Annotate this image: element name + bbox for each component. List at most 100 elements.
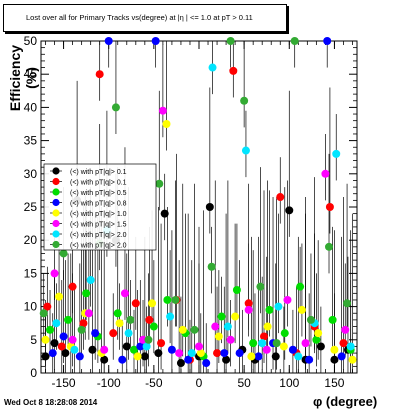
data-point-s5-3	[100, 345, 109, 354]
data-point-s1-18	[325, 203, 334, 211]
data-point-s0-11	[176, 359, 185, 368]
data-point-s2-17	[328, 315, 337, 324]
data-point-s2-16	[312, 335, 321, 344]
data-point-s7-9	[190, 325, 199, 334]
data-point-s2-4	[113, 309, 122, 318]
data-point-s7-10	[207, 262, 216, 271]
data-point-s3-0	[48, 349, 57, 358]
data-point-s3-13	[254, 352, 263, 361]
legend-marker	[52, 219, 60, 228]
data-point-s0-18	[285, 206, 294, 215]
data-point-s0-0	[41, 352, 50, 361]
data-point-s7-12	[240, 96, 249, 105]
data-point-s6-2	[86, 276, 95, 285]
data-point-s5-7	[175, 349, 184, 358]
data-point-s7-8	[171, 295, 180, 304]
data-point-s4-19	[348, 355, 357, 364]
data-point-s2-12	[249, 339, 258, 348]
legend-label: (<) with pT|q|> 1.5	[70, 222, 127, 229]
data-point-s7-4	[111, 103, 120, 112]
data-point-s1-6	[131, 299, 140, 308]
data-point-s3-6	[136, 342, 145, 351]
data-point-s7-6	[144, 335, 153, 344]
data-point-s3-17	[323, 37, 332, 45]
legend-marker	[52, 230, 60, 238]
data-point-s5-9	[211, 322, 220, 331]
data-point-s1-0	[43, 302, 52, 311]
data-point-s0-10	[160, 209, 169, 218]
data-point-s3-2	[75, 352, 84, 361]
data-point-s0-14	[222, 355, 231, 364]
legend-marker	[52, 240, 60, 249]
legend-marker	[52, 209, 60, 217]
data-point-s6-8	[208, 63, 217, 72]
data-point-s5-13	[283, 295, 292, 304]
y-axis-label: Efficiency (%)	[7, 44, 39, 112]
y-tick-label: 10	[24, 300, 38, 314]
chart-title: Lost over all for Primary Tracks vs(degr…	[26, 13, 253, 22]
data-point-s4-0	[41, 335, 50, 344]
data-point-s3-4	[104, 37, 113, 45]
data-point-s7-13	[256, 282, 265, 291]
data-point-s1-7	[145, 315, 154, 324]
data-point-s1-1	[57, 342, 66, 351]
data-point-s2-6	[149, 322, 158, 331]
x-tick-label: 150	[324, 376, 344, 390]
data-point-s3-3	[91, 329, 100, 338]
data-point-s3-8	[167, 345, 176, 354]
data-point-s1-4	[95, 70, 104, 79]
data-point-s2-11	[232, 286, 241, 294]
legend-label: (<) with pT|q|> 0.1	[70, 180, 127, 187]
y-tick-label: 35	[24, 134, 38, 148]
data-point-s1-8	[157, 339, 166, 348]
data-point-s7-0	[39, 309, 48, 318]
data-point-s4-8	[162, 120, 171, 128]
legend-box	[43, 163, 157, 251]
data-point-s1-15	[276, 193, 285, 202]
data-point-s7-18	[343, 299, 352, 308]
chart-title-box: Lost over all for Primary Tracks vs(degr…	[3, 4, 287, 32]
data-point-s5-1	[68, 335, 77, 344]
data-point-s1-3	[79, 319, 88, 328]
y-tick-label: 15	[24, 266, 38, 280]
data-point-s1-13	[244, 299, 253, 308]
data-point-s4-6	[133, 352, 142, 361]
legend-label: (<) with pT|q|> 2.0	[70, 243, 127, 250]
data-point-s0-2	[61, 349, 70, 358]
legend-label: (<) with pT|q|> 0.5	[70, 190, 127, 197]
data-point-s6-10	[241, 146, 250, 155]
data-point-s2-13	[265, 305, 274, 314]
data-point-s5-14	[301, 339, 310, 348]
data-point-s5-8	[195, 342, 203, 351]
data-point-s4-10	[196, 349, 205, 358]
data-point-s0-17	[271, 352, 280, 361]
data-point-s1-19	[339, 339, 348, 348]
data-point-s3-7	[151, 37, 160, 45]
data-point-s5-0	[50, 269, 59, 278]
legend-label: (<) with pT|q|> 0.1	[70, 169, 127, 176]
data-point-s3-18	[337, 352, 346, 361]
data-point-s0-4	[88, 345, 97, 354]
data-point-s3-1	[59, 332, 68, 341]
data-point-s6-7	[187, 349, 196, 358]
y-tick-label: 5	[30, 333, 37, 347]
data-point-s5-2	[84, 309, 93, 318]
data-point-s2-7	[163, 295, 172, 304]
y-tick-label: 25	[24, 200, 38, 214]
y-tick-label: 20	[24, 233, 38, 247]
plot-area: -150 -100 -50 0 50 100 150 0 5 10 15 20 25 30 35 40 45 50…	[24, 34, 358, 390]
legend-label: (<) with pT|q|> 0.8	[70, 201, 127, 208]
x-tick-label: 50	[237, 376, 251, 390]
data-point-s3-15	[288, 345, 297, 354]
y-tick-label: 45	[24, 67, 38, 81]
data-point-s1-2	[68, 282, 77, 291]
y-tick-label: 40	[24, 100, 38, 114]
data-point-s6-13	[294, 352, 303, 361]
data-point-s2-14	[280, 329, 289, 338]
legend-marker	[52, 167, 60, 175]
data-point-s2-10	[217, 312, 226, 321]
data-point-s1-14	[260, 332, 269, 341]
data-point-s0-1	[50, 339, 59, 348]
data-point-s7-17	[325, 242, 334, 251]
data-point-s5-15	[321, 169, 330, 178]
